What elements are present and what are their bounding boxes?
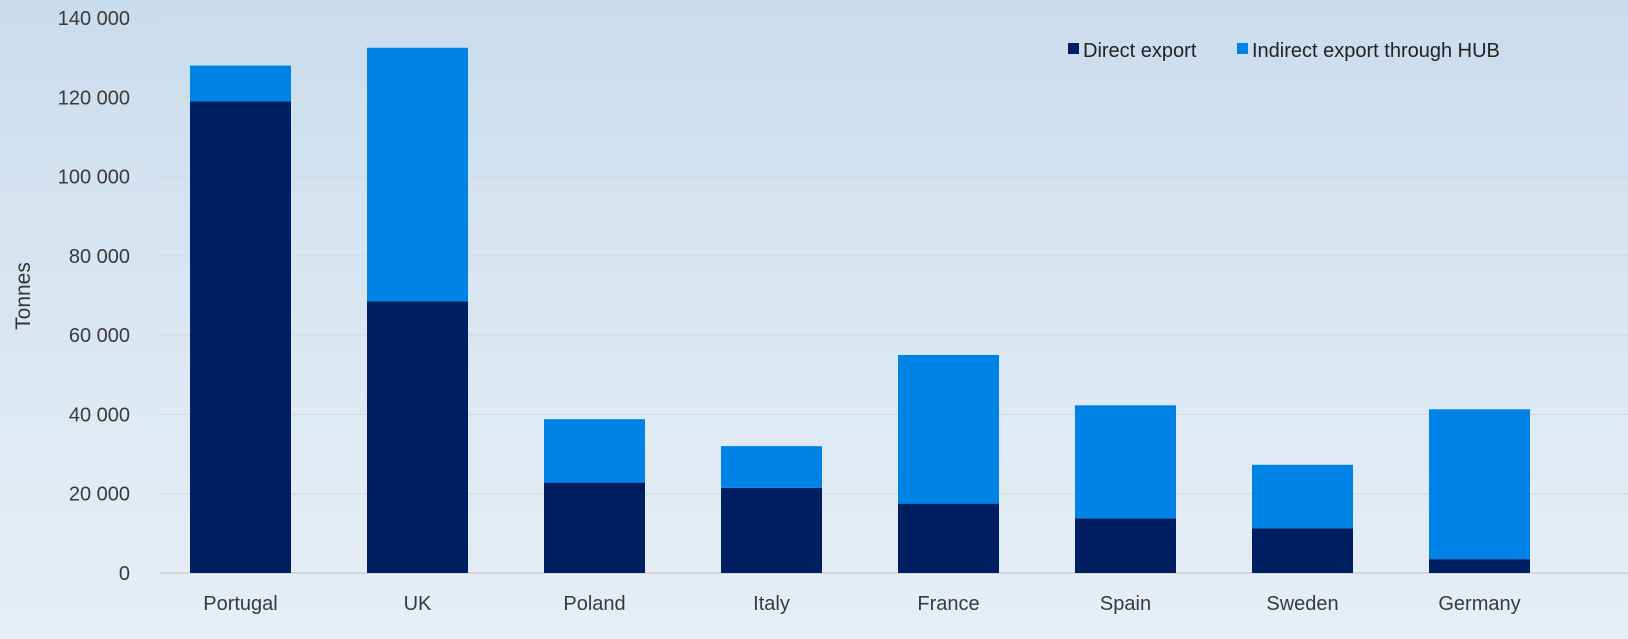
y-tick-label: 140 000: [58, 8, 130, 30]
legend-label-direct-export: Direct export: [1083, 40, 1197, 62]
legend-label-indirect-export: Indirect export through HUB: [1252, 40, 1500, 62]
legend: Direct export Indirect export through HUB: [1068, 40, 1500, 62]
y-tick-label: 100 000: [58, 167, 130, 189]
x-tick-label: Italy: [753, 593, 790, 615]
x-tick-label: Poland: [563, 593, 625, 615]
x-tick-label: Portugal: [203, 593, 278, 615]
bar-direct-export: [1075, 518, 1176, 573]
legend-swatch-indirect-export: [1237, 43, 1248, 54]
x-axis-ticks: Portugal UK Poland Italy France Spain Sweden Ge…: [203, 593, 1520, 615]
bar-indirect-export: [544, 419, 645, 483]
bar-direct-export: [190, 101, 291, 573]
bar-indirect-export: [190, 65, 291, 102]
bar-indirect-export: [721, 446, 822, 488]
bar-indirect-export: [898, 354, 999, 504]
x-tick-label: UK: [404, 593, 432, 615]
x-tick-label: Spain: [1100, 593, 1151, 615]
y-tick-label: 0: [119, 563, 130, 585]
y-tick-label: 120 000: [58, 87, 130, 109]
bars: [190, 47, 1530, 573]
x-tick-label: France: [917, 593, 979, 615]
bar-direct-export: [1252, 528, 1353, 573]
y-tick-label: 60 000: [69, 325, 130, 347]
y-tick-label: 40 000: [69, 404, 130, 426]
bar-indirect-export: [1429, 409, 1530, 560]
bar-direct-export: [721, 487, 822, 573]
bar-direct-export: [898, 503, 999, 573]
y-tick-label: 20 000: [69, 484, 130, 506]
bar-direct-export: [1429, 559, 1530, 573]
x-tick-label: Germany: [1438, 593, 1520, 615]
bar-indirect-export: [1075, 405, 1176, 519]
bar-indirect-export: [1252, 464, 1353, 529]
y-tick-label: 80 000: [69, 246, 130, 268]
bar-direct-export: [544, 482, 645, 573]
legend-swatch-direct-export: [1068, 43, 1079, 54]
bar-direct-export: [367, 301, 468, 573]
bar-indirect-export: [367, 47, 468, 302]
x-tick-label: Sweden: [1266, 593, 1338, 615]
y-axis-label: Tonnes: [12, 262, 35, 330]
y-axis-ticks: 0 20 000 40 000 60 000 80 000 100 000 120 000 1…: [58, 8, 130, 585]
